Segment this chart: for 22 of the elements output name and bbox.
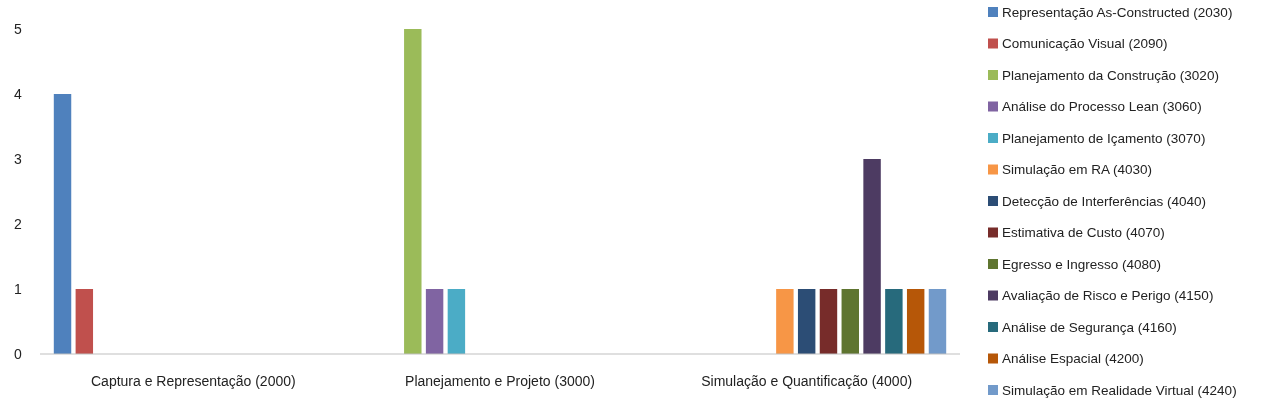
y-tick-label: 3	[14, 150, 22, 167]
legend-label: Análise de Segurança (4160)	[1002, 319, 1177, 335]
legend-label: Planejamento de Içamento (3070)	[1002, 130, 1206, 146]
legend-label: Análise do Processo Lean (3060)	[1002, 99, 1202, 115]
x-tick-label: Simulação e Quantificação (4000)	[701, 372, 913, 389]
legend-label: Simulação em RA (4030)	[1002, 162, 1153, 178]
legend-label: Estimativa de Custo (4070)	[1002, 225, 1165, 241]
legend-label: Análise Espacial (4200)	[1002, 351, 1144, 367]
y-tick-label: 2	[14, 215, 22, 232]
legend-label: Egresso e Ingresso (4080)	[1002, 256, 1162, 272]
x-tick-label: Captura e Representação (2000)	[90, 372, 296, 389]
legend-label: Simulação em Realidade Virtual (4240)	[1002, 382, 1237, 398]
legend-label: Detecção de Interferências (4040)	[1002, 193, 1207, 209]
x-tick-label: Planejamento e Projeto (3000)	[405, 372, 595, 389]
legend-label: Representação As-Constructed (2030)	[1002, 4, 1233, 20]
legend-label: Planejamento da Construção (3020)	[1002, 67, 1219, 83]
y-tick-label: 5	[14, 20, 22, 37]
legend-label: Avaliação de Risco e Perigo (4150)	[1002, 288, 1214, 304]
legend-label: Comunicação Visual (2090)	[1002, 36, 1168, 52]
y-tick-label: 4	[14, 85, 22, 102]
y-tick-label: 0	[14, 345, 22, 362]
y-tick-label: 1	[14, 280, 22, 297]
